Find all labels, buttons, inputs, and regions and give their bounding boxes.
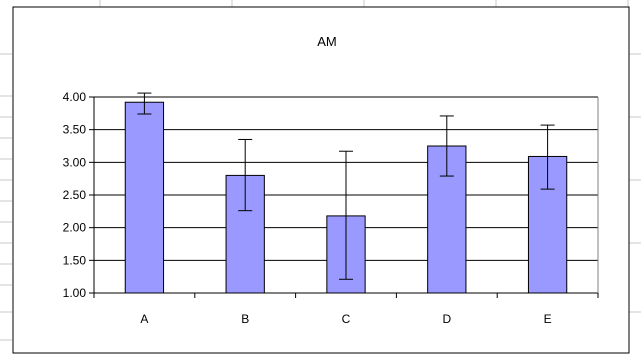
y-tick-labels: 1.00 1.50 2.00 2.50 3.00 3.50 4.00 bbox=[63, 90, 87, 300]
x-tick-labels: A B C D E bbox=[140, 312, 551, 326]
x-tick-label: B bbox=[241, 312, 249, 326]
x-tick-label: D bbox=[442, 312, 451, 326]
y-tick-label: 1.50 bbox=[63, 253, 87, 267]
bar-a[interactable] bbox=[124, 101, 165, 294]
y-tick-label: 3.00 bbox=[63, 155, 87, 169]
y-tick-label: 1.00 bbox=[63, 286, 87, 300]
chart-area-border[interactable] bbox=[12, 6, 630, 354]
x-tick-label: E bbox=[544, 312, 552, 326]
x-tick-label: C bbox=[342, 312, 351, 326]
x-tick-label: A bbox=[140, 312, 148, 326]
y-tick-label: 2.50 bbox=[63, 188, 87, 202]
chart-title: AM bbox=[317, 34, 337, 49]
y-tick-label: 4.00 bbox=[63, 90, 87, 104]
y-tick-label: 2.00 bbox=[63, 221, 87, 235]
y-tick-label: 3.50 bbox=[63, 123, 87, 137]
axes bbox=[89, 96, 599, 298]
error-bars bbox=[137, 92, 555, 280]
